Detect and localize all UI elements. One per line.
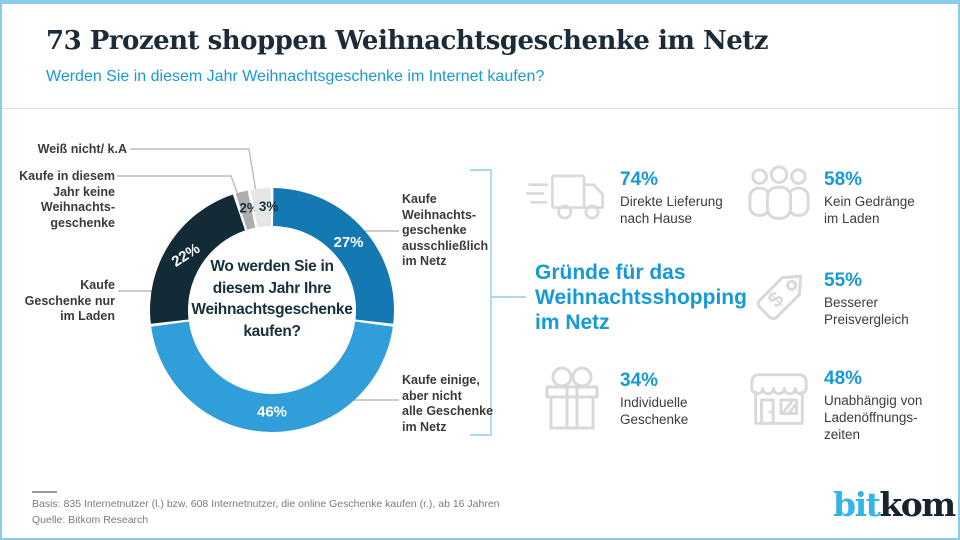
bitkom-logo: bitkom — [833, 485, 956, 524]
donut-segment-2 — [235, 190, 256, 230]
donut-segment-label-27: 27% — [333, 234, 363, 251]
callout-ausschliesslich-netz: Kaufe Weihnachts- geschenke ausschließli… — [402, 192, 489, 268]
logo-bit: bit — [833, 485, 881, 524]
footer-quelle: Quelle: Bitkom Research — [32, 514, 149, 526]
delivery-truck-icon — [526, 174, 604, 220]
stat-preisvergleich: $ 55% Besserer Preisvergleich — [745, 258, 945, 338]
stat-caption: Individuelle Geschenke — [620, 395, 689, 427]
stat-caption: Direkte Lieferung nach Hause — [620, 194, 723, 226]
price-tag-icon: $ — [756, 274, 803, 321]
page-subtitle: Werden Sie in diesem Jahr Weihnachtsgesc… — [46, 68, 545, 85]
header-divider — [2, 108, 958, 109]
stat-value: 34% — [620, 370, 659, 391]
logo-kom: kom — [879, 485, 956, 524]
store-front-icon — [750, 373, 808, 425]
callout-keine-geschenke: Kaufe in diesem Jahr keine Weihnachts- g… — [19, 169, 115, 230]
stat-direkte-lieferung: 74% Direkte Lieferung nach Hause — [526, 165, 776, 235]
footer-tick — [32, 491, 57, 493]
stat-individuelle-geschenke: 34% Individuelle Geschenke — [540, 362, 790, 442]
stat-value: 55% — [824, 270, 863, 291]
callout-weiss-nicht: Weiß nicht/ k.A — [37, 142, 127, 156]
donut-segment-27 — [273, 188, 394, 324]
donut-chart: 27%46%22%2% 3% — [150, 188, 394, 432]
people-icon — [748, 165, 810, 220]
stat-kein-gedraenge: 58% Kein Gedränge im Laden — [747, 163, 947, 233]
reasons-heading: Gründe für das Weihnachtsshopping im Net… — [535, 261, 747, 334]
stat-value: 74% — [620, 169, 659, 190]
callout-nur-im-laden: Kaufe Geschenke nur im Laden — [24, 278, 115, 323]
stat-caption: Kein Gedränge im Laden — [824, 194, 915, 226]
donut-segment-46 — [151, 321, 393, 432]
stat-value: 48% — [824, 368, 863, 389]
footer-basis: Basis: 835 Internetnutzer (l.) bzw. 608 … — [32, 498, 500, 510]
stat-caption: Unabhängig von Ladenöffnungs- zeiten — [824, 393, 923, 442]
donut-center-question: Wo werden Sie in diesem Jahr Ihre Weihna… — [191, 258, 353, 340]
donut-segment-label-3: 3% — [259, 199, 279, 214]
donut-segment-label-46: 46% — [257, 404, 287, 421]
stat-value: 58% — [824, 169, 863, 190]
stat-ladenoeffnungszeiten: 48% Unabhängig von Ladenöffnungs- zeiten — [745, 368, 955, 458]
donut-segment-22 — [150, 194, 246, 324]
top-accent-bar — [2, 2, 958, 4]
stat-caption: Besserer Preisvergleich — [824, 295, 909, 327]
callout-einige-netz: Kaufe einige, aber nicht alle Geschenke … — [402, 373, 494, 434]
gift-icon — [545, 366, 599, 430]
page-title: 73 Prozent shoppen Weihnachtsgeschenke i… — [46, 26, 769, 56]
donut-segment-3 — [250, 188, 271, 228]
